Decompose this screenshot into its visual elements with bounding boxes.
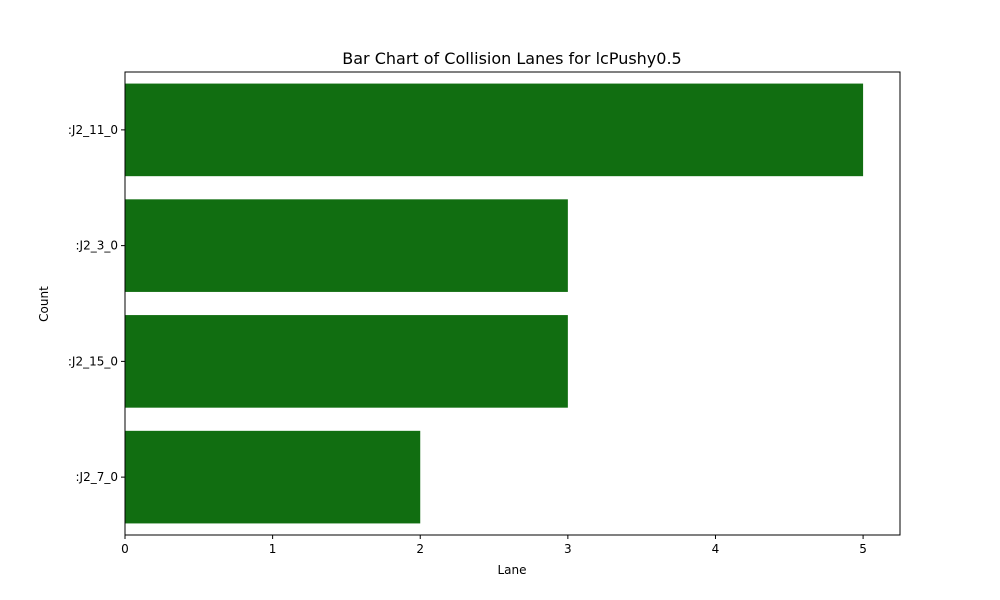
bar-3 <box>125 430 421 524</box>
x-tick-label: 0 <box>121 542 129 556</box>
bar-0 <box>125 83 864 177</box>
x-tick-group: 0 1 2 3 4 5 <box>121 535 867 556</box>
chart-title: Bar Chart of Collision Lanes for lcPushy… <box>342 49 681 68</box>
y-tick-group: :J2_11_0 :J2_3_0 :J2_15_0 :J2_7_0 <box>68 123 125 484</box>
x-tick-label: 5 <box>859 542 867 556</box>
y-tick-label: :J2_7_0 <box>76 470 119 484</box>
bar-1 <box>125 199 568 292</box>
x-tick-label: 4 <box>712 542 720 556</box>
x-tick-label: 1 <box>269 542 277 556</box>
x-tick-label: 3 <box>564 542 572 556</box>
y-tick-label: :J2_11_0 <box>68 123 118 137</box>
bar-2 <box>125 315 568 408</box>
y-axis-label: Count <box>37 286 51 322</box>
y-tick-label: :J2_15_0 <box>68 354 118 368</box>
bars-group <box>125 83 864 524</box>
x-axis-label: Lane <box>497 563 526 577</box>
plot-frame <box>124 71 901 536</box>
y-tick-label: :J2_3_0 <box>76 239 119 253</box>
x-tick-label: 2 <box>416 542 424 556</box>
